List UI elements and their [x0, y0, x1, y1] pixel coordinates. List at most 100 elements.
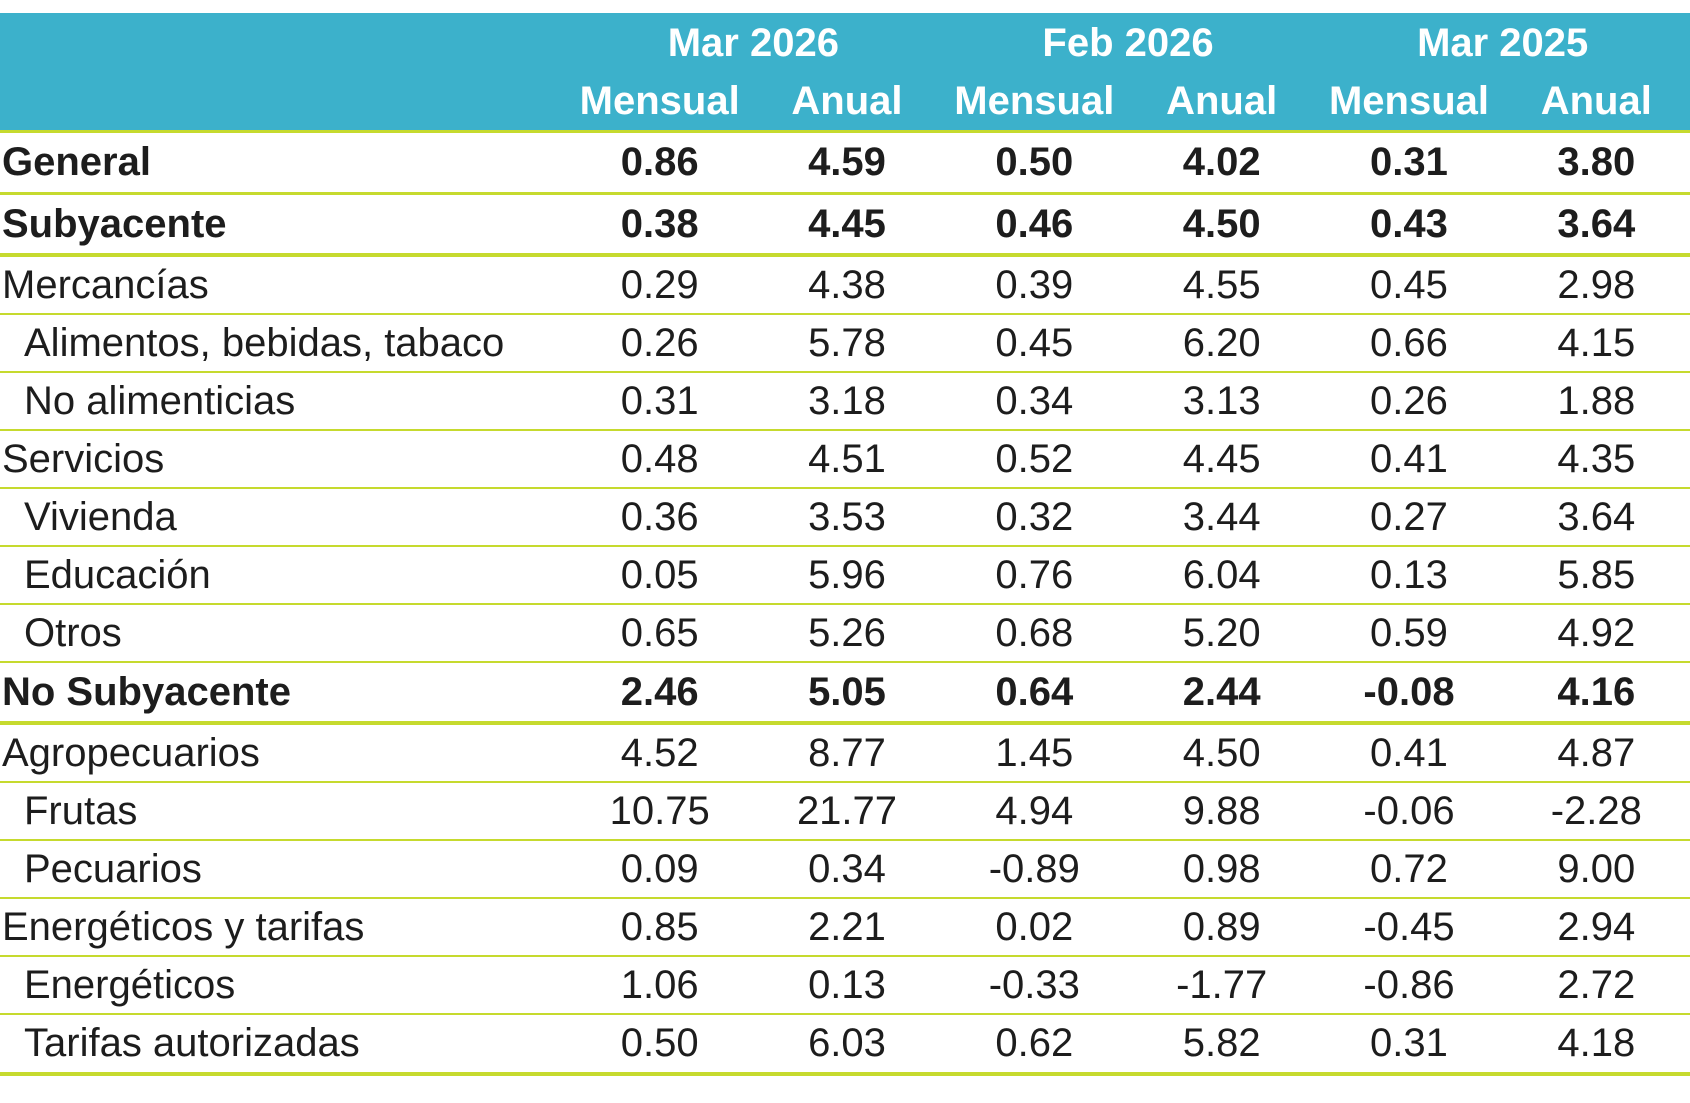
column-group-mar-2026: Mar 2026 [667, 20, 839, 65]
table-cell: 5.96 [808, 552, 886, 597]
table-row: Frutas 10.75 21.77 4.94 9.88 -0.06 -2.28 [0, 783, 1690, 841]
table-cell: 0.50 [620, 1021, 699, 1065]
table-cell: 0.41 [1370, 730, 1448, 775]
table-cell: 4.16 [1557, 669, 1636, 714]
table-cell: 5.82 [1182, 1021, 1261, 1065]
table-cell: 0.41 [1370, 436, 1448, 481]
row-label: Subyacente [2, 201, 227, 246]
table-cell: 4.38 [808, 262, 886, 307]
table-cell: 0.46 [995, 201, 1074, 246]
table-cell: 21.77 [796, 788, 898, 833]
table-cell: 4.15 [1557, 320, 1636, 365]
row-label: General [2, 140, 151, 184]
table-row: Subyacente 0.38 4.45 0.46 4.50 0.43 3.64 [0, 195, 1690, 257]
table-cell: 0.13 [1370, 552, 1448, 597]
table-cell: 0.68 [995, 610, 1074, 655]
row-label: No alimenticias [24, 378, 296, 423]
table-cell: 0.13 [808, 962, 886, 1007]
table-row: Educación 0.05 5.96 0.76 6.04 0.13 5.85 [0, 547, 1690, 605]
table-cell: 2.46 [620, 669, 699, 714]
table-cell: 5.20 [1182, 610, 1261, 655]
table-cell: 2.72 [1557, 962, 1636, 1007]
column-header-mensual: Mensual [1328, 79, 1489, 123]
table-cell: 1.06 [620, 962, 699, 1007]
row-label: Servicios [2, 436, 165, 481]
column-header-anual: Anual [1166, 79, 1278, 123]
table-cell: -0.06 [1363, 788, 1455, 833]
table-cell: 0.31 [620, 378, 699, 423]
table-cell: 0.29 [620, 262, 699, 307]
table-cell: 0.32 [995, 494, 1074, 539]
column-header-row: Mensual Anual Mensual Anual Mensual Anua… [0, 73, 1690, 130]
table-cell: 0.36 [620, 494, 699, 539]
table-cell: 4.02 [1182, 140, 1261, 184]
table-cell: 6.20 [1182, 320, 1261, 365]
table-cell: 6.03 [808, 1021, 886, 1065]
table-cell: 0.27 [1370, 494, 1448, 539]
table-cell: 4.51 [808, 436, 886, 481]
table-cell: 2.21 [808, 904, 886, 949]
table-cell: 0.26 [620, 320, 699, 365]
table-cell: -1.77 [1176, 962, 1268, 1007]
table-cell: 8.77 [808, 730, 886, 775]
table-cell: 0.86 [620, 140, 699, 184]
header-corner-cell [0, 13, 566, 73]
table-cell: 0.85 [620, 904, 699, 949]
table-cell: 0.31 [1370, 140, 1448, 184]
table-row: Agropecuarios 4.52 8.77 1.45 4.50 0.41 4.87 [0, 725, 1690, 783]
table-row: Alimentos, bebidas, tabaco 0.26 5.78 0.45 6.… [0, 315, 1690, 373]
row-label: Otros [24, 610, 122, 655]
table-row: Energéticos y tarifas 0.85 2.21 0.02 0.89 -0.… [0, 899, 1690, 957]
table-body: General 0.86 4.59 0.50 4.02 0.31 3.80 Subyacent… [0, 133, 1690, 1076]
table-cell: 2.44 [1182, 669, 1261, 714]
table-cell: 4.50 [1182, 730, 1261, 775]
table-row: General 0.86 4.59 0.50 4.02 0.31 3.80 [0, 133, 1690, 195]
column-header-anual: Anual [791, 79, 903, 123]
table-row: Mercancías 0.29 4.38 0.39 4.55 0.45 2.98 [0, 257, 1690, 315]
row-label: Educación [24, 552, 211, 597]
table-row: Energéticos 1.06 0.13 -0.33 -1.77 -0.86 2.72 [0, 957, 1690, 1015]
table-cell: 6.04 [1182, 552, 1261, 597]
row-label: No Subyacente [2, 669, 291, 714]
table-cell: 4.87 [1557, 730, 1636, 775]
table-cell: 0.39 [995, 262, 1074, 307]
table-cell: -0.45 [1363, 904, 1455, 949]
table-cell: -2.28 [1550, 788, 1642, 833]
row-label: Mercancías [2, 262, 209, 307]
table-cell: 5.85 [1557, 552, 1636, 597]
table-cell: 0.62 [995, 1021, 1074, 1065]
table-cell: 0.50 [995, 140, 1074, 184]
table-cell: 9.88 [1182, 788, 1261, 833]
table-cell: 3.18 [808, 378, 886, 423]
row-label: Energéticos y tarifas [2, 904, 365, 949]
table-row: Tarifas autorizadas 0.50 6.03 0.62 5.82 0.31 4… [0, 1015, 1690, 1076]
inflation-table: Mar 2026 Feb 2026 Mar 2025 Mensual Anual… [0, 13, 1690, 1076]
table-cell: 0.02 [995, 904, 1074, 949]
table-cell: 10.75 [609, 788, 710, 833]
row-label: Tarifas autorizadas [24, 1021, 360, 1065]
table-cell: -0.08 [1363, 669, 1455, 714]
table-cell: 0.31 [1370, 1021, 1448, 1065]
column-header-mensual: Mensual [954, 79, 1115, 123]
table-cell: 5.26 [808, 610, 886, 655]
table-cell: 2.98 [1557, 262, 1636, 307]
column-group-row: Mar 2026 Feb 2026 Mar 2025 [0, 13, 1690, 73]
table-cell: 2.94 [1557, 904, 1636, 949]
table-cell: 3.64 [1557, 201, 1636, 246]
table-cell: 0.52 [995, 436, 1074, 481]
table-cell: 0.38 [620, 201, 699, 246]
table-row: Vivienda 0.36 3.53 0.32 3.44 0.27 3.64 [0, 489, 1690, 547]
table-cell: 0.48 [620, 436, 699, 481]
table-cell: 0.34 [808, 846, 886, 891]
table-cell: 0.09 [620, 846, 699, 891]
table-row: No alimenticias 0.31 3.18 0.34 3.13 0.26 1.88 [0, 373, 1690, 431]
table-header: Mar 2026 Feb 2026 Mar 2025 Mensual Anual… [0, 13, 1690, 133]
table-cell: 4.45 [1182, 436, 1261, 481]
row-label: Frutas [24, 788, 138, 833]
column-header-mensual: Mensual [579, 79, 740, 123]
table-cell: 9.00 [1557, 846, 1636, 891]
row-label: Agropecuarios [2, 730, 260, 775]
column-group-feb-2026: Feb 2026 [1042, 20, 1214, 65]
table-cell: 1.45 [995, 730, 1074, 775]
table-cell: 3.80 [1557, 140, 1636, 184]
